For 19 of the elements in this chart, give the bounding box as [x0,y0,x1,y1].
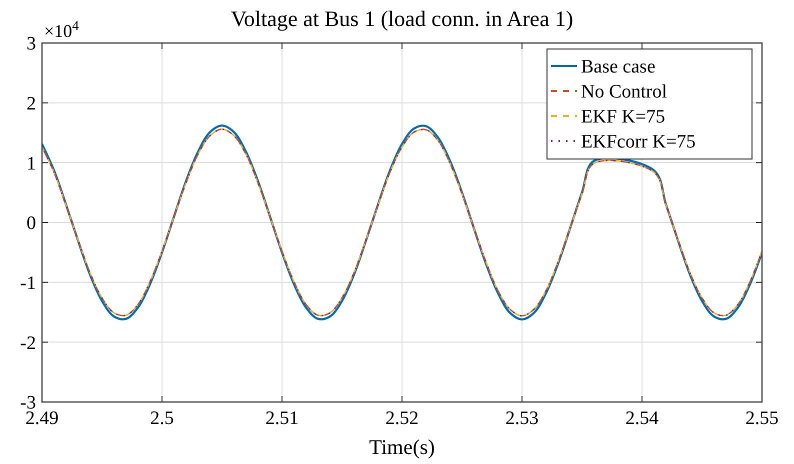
text: ×10$^{4}$ [44,18,80,41]
y-tick-label: 3 [26,34,36,55]
y-tick-label: -2 [20,332,36,354]
x-tick-label: 2.51 [265,408,299,429]
y-tick-label: -1 [20,272,36,294]
x-tick-label: 2.52 [385,408,419,429]
x-tick-label: 2.54 [625,408,660,429]
legend-label: EKFcorr K=75 [581,132,696,153]
chart-title: Voltage at Bus 1 (load conn. in Area 1) [230,6,574,31]
x-tick-label: 2.5 [150,408,174,429]
legend-label: No Control [581,82,668,103]
legend-label: Base case [581,56,656,78]
y-tick-label: 0 [26,213,36,234]
y-tick-label: 2 [26,93,36,114]
x-axis-title: Time(s) [369,435,435,459]
legend-label: EKF K=75 [581,106,666,128]
x-tick-label: 2.55 [745,408,779,429]
y-tick-label: 1 [26,153,36,174]
x-tick-label: 2.53 [505,408,539,429]
